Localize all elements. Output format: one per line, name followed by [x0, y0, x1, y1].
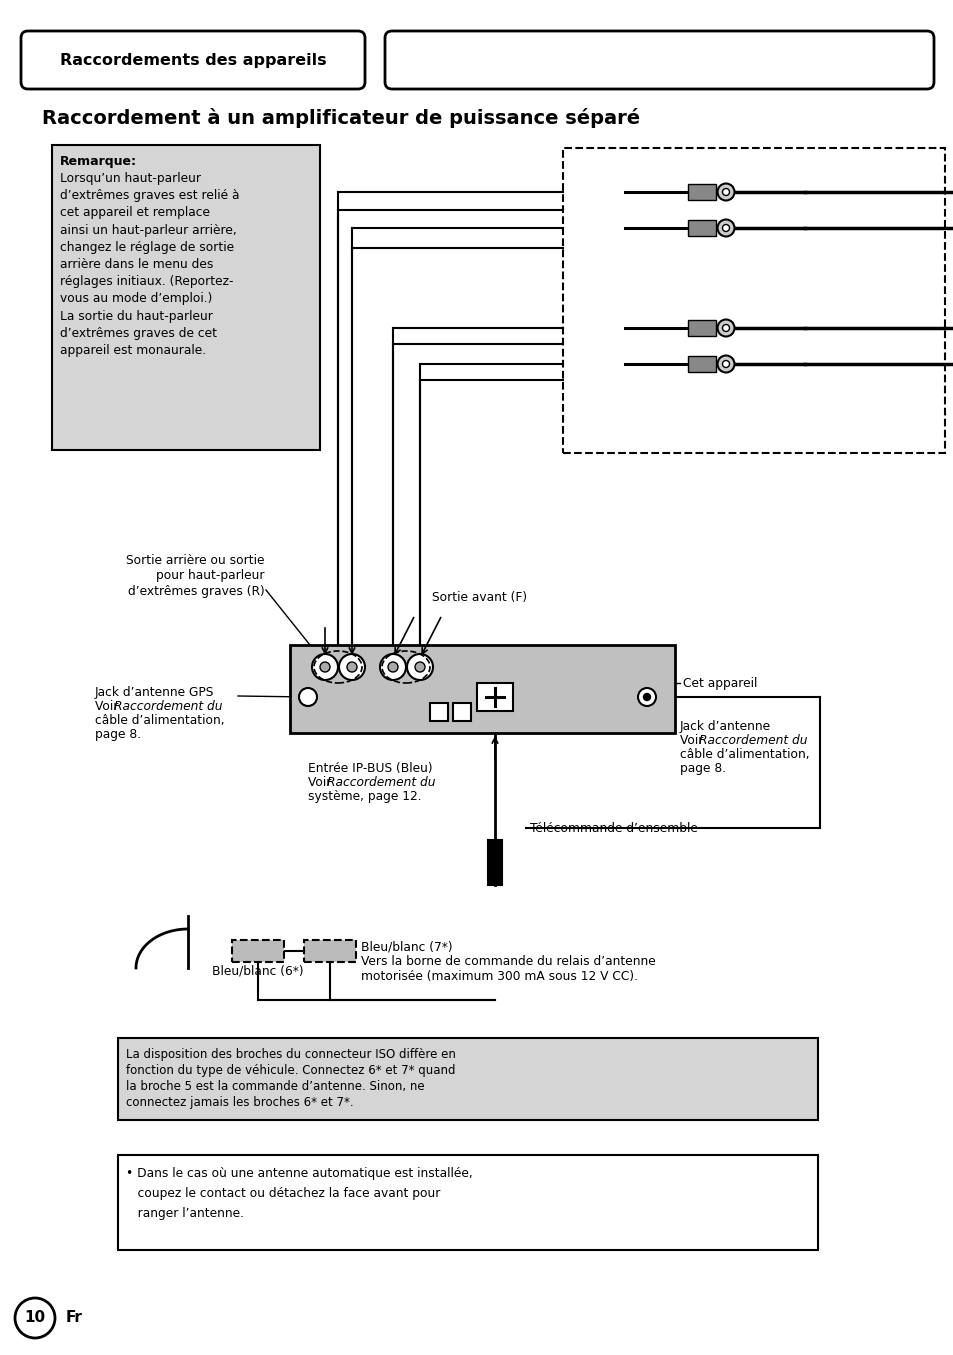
Circle shape: [407, 654, 433, 680]
Text: câble d’alimentation,: câble d’alimentation,: [95, 714, 224, 728]
Text: Télécommande d’ensemble: Télécommande d’ensemble: [530, 821, 698, 835]
Text: motorisée (maximum 300 mA sous 12 V CC).: motorisée (maximum 300 mA sous 12 V CC).: [360, 970, 638, 982]
Text: Voir: Voir: [308, 776, 335, 789]
Bar: [453, 703, 471, 721]
Bar: [118, 1154, 817, 1251]
Circle shape: [717, 183, 734, 201]
Text: système, page 12.: système, page 12.: [308, 790, 421, 804]
Text: Sortie arrière ou sortie
pour haut-parleur
d’extrêmes graves (R): Sortie arrière ou sortie pour haut-parle…: [127, 553, 265, 599]
Text: • Dans le cas où une antenne automatique est installée,: • Dans le cas où une antenne automatique…: [126, 1167, 473, 1180]
Text: Bleu/blanc (7*): Bleu/blanc (7*): [360, 940, 452, 953]
FancyBboxPatch shape: [21, 31, 365, 89]
Text: Cet appareil: Cet appareil: [682, 676, 757, 690]
Circle shape: [319, 663, 330, 672]
Circle shape: [721, 324, 729, 332]
Bar: [687, 320, 716, 336]
Circle shape: [721, 360, 729, 367]
Text: Jack d’antenne: Jack d’antenne: [679, 720, 770, 733]
Text: 10: 10: [25, 1310, 46, 1325]
Text: La disposition des broches du connecteur ISO diffère en: La disposition des broches du connecteur…: [126, 1047, 456, 1061]
FancyBboxPatch shape: [385, 31, 933, 89]
Bar: [232, 940, 284, 962]
Text: coupez le contact ou détachez la face avant pour: coupez le contact ou détachez la face av…: [126, 1187, 440, 1201]
Text: ranger l’antenne.: ranger l’antenne.: [126, 1207, 244, 1220]
Circle shape: [721, 188, 729, 195]
Text: Raccordement du: Raccordement du: [327, 776, 435, 789]
Text: câble d’alimentation,: câble d’alimentation,: [679, 748, 809, 762]
Text: Jack d’antenne GPS: Jack d’antenne GPS: [95, 686, 214, 699]
Circle shape: [717, 220, 734, 237]
Circle shape: [15, 1298, 55, 1337]
Text: page 8.: page 8.: [679, 762, 725, 775]
Circle shape: [388, 663, 397, 672]
Text: Bleu/blanc (6*): Bleu/blanc (6*): [212, 965, 303, 978]
Text: Raccordement du: Raccordement du: [699, 734, 806, 747]
Text: Fr: Fr: [66, 1310, 83, 1325]
Text: Sortie avant (F): Sortie avant (F): [432, 591, 527, 603]
Text: connectez jamais les broches 6* et 7*.: connectez jamais les broches 6* et 7*.: [126, 1096, 354, 1108]
Text: Raccordements des appareils: Raccordements des appareils: [60, 53, 326, 68]
Circle shape: [298, 688, 316, 706]
Circle shape: [721, 225, 729, 232]
Text: Remarque:: Remarque:: [60, 154, 137, 168]
Circle shape: [643, 694, 650, 701]
Circle shape: [717, 355, 734, 373]
Bar: [304, 940, 355, 962]
Circle shape: [338, 654, 365, 680]
Text: la broche 5 est la commande d’antenne. Sinon, ne: la broche 5 est la commande d’antenne. S…: [126, 1080, 424, 1093]
Circle shape: [638, 688, 656, 706]
Bar: [687, 184, 716, 201]
Bar: [687, 356, 716, 373]
Text: Vers la borne de commande du relais d’antenne: Vers la borne de commande du relais d’an…: [360, 955, 655, 967]
Text: Entrée IP-BUS (Bleu): Entrée IP-BUS (Bleu): [308, 762, 432, 775]
Bar: [562, 148, 944, 453]
Text: fonction du type de véhicule. Connectez 6* et 7* quand: fonction du type de véhicule. Connectez …: [126, 1064, 455, 1077]
Bar: [52, 145, 319, 450]
Text: Voir: Voir: [679, 734, 706, 747]
Text: Lorsqu’un haut-parleur
d’extrêmes graves est relié à
cet appareil et remplace
ai: Lorsqu’un haut-parleur d’extrêmes graves…: [60, 172, 239, 356]
Text: Voir: Voir: [95, 701, 122, 713]
Text: Raccordement du: Raccordement du: [113, 701, 222, 713]
Circle shape: [347, 663, 356, 672]
Circle shape: [717, 320, 734, 336]
Bar: [290, 645, 675, 733]
Circle shape: [415, 663, 424, 672]
Bar: [430, 703, 448, 721]
FancyBboxPatch shape: [476, 683, 513, 711]
Bar: [118, 1038, 817, 1121]
Text: Raccordement à un amplificateur de puissance séparé: Raccordement à un amplificateur de puiss…: [42, 108, 639, 127]
Bar: [687, 220, 716, 236]
Text: page 8.: page 8.: [95, 728, 141, 741]
Circle shape: [379, 654, 406, 680]
Circle shape: [312, 654, 337, 680]
